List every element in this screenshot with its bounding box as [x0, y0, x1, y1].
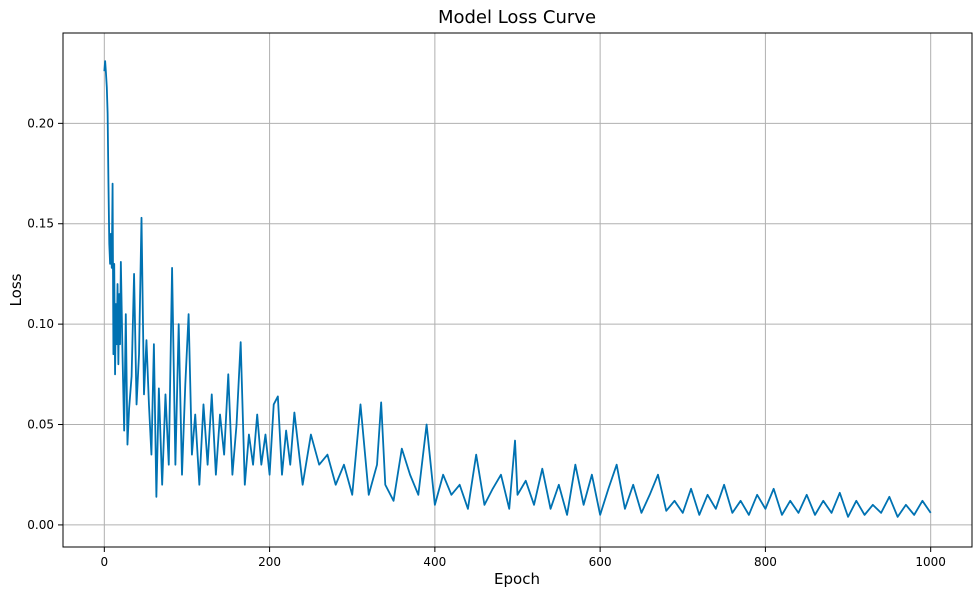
x-axis-label: Epoch	[494, 570, 540, 588]
x-tick-label: 600	[589, 555, 612, 569]
grid-lines	[63, 33, 972, 547]
loss-series-line	[103, 60, 932, 518]
series-layer	[103, 60, 932, 518]
x-tick-label: 400	[423, 555, 446, 569]
y-tick-label: 0.05	[27, 418, 54, 432]
y-tick-label: 0.10	[27, 317, 54, 331]
x-axis-ticks: 0 200 400 600 800 1000	[100, 547, 946, 569]
y-tick-label: 0.15	[27, 217, 54, 231]
chart-title: Model Loss Curve	[438, 7, 596, 28]
y-tick-label: 0.20	[27, 116, 54, 130]
x-tick-label: 0	[100, 555, 108, 569]
y-axis-ticks: 0.00 0.05 0.10 0.15 0.20	[27, 116, 63, 532]
y-tick-label: 0.00	[27, 518, 54, 532]
x-tick-label: 800	[754, 555, 777, 569]
x-tick-label: 1000	[915, 555, 946, 569]
y-axis-label: Loss	[7, 273, 25, 306]
plot-frame	[62, 32, 973, 548]
x-tick-label: 200	[258, 555, 281, 569]
